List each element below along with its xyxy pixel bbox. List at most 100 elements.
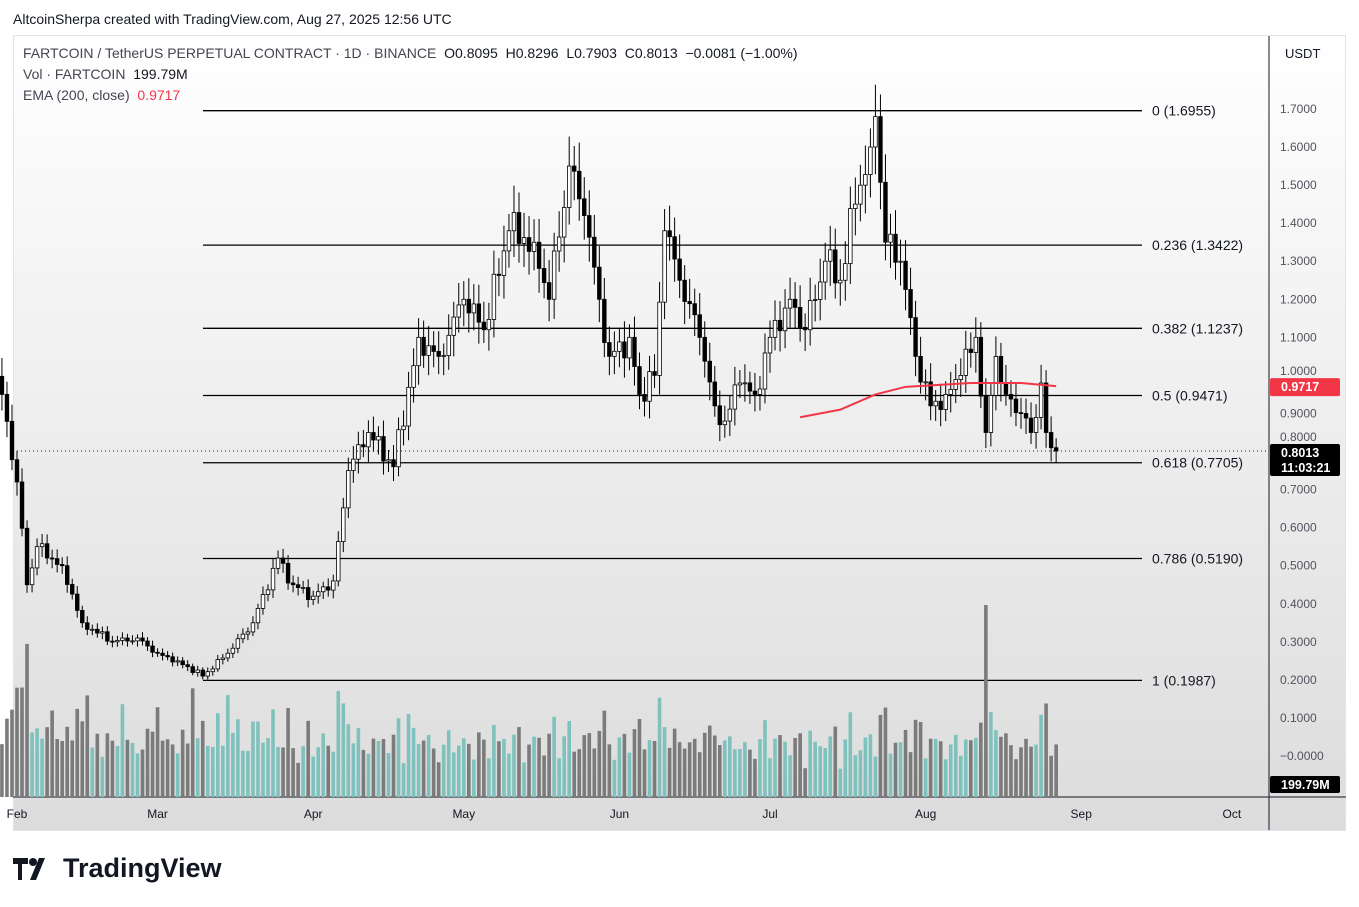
price-tick-label: 0.1000 [1280, 711, 1317, 725]
currency-selector[interactable]: USDT [1285, 46, 1321, 61]
candle-body [918, 355, 923, 383]
volume-bar [195, 738, 200, 797]
ema-line [799, 382, 1057, 419]
candle-body [893, 233, 898, 263]
candle-body [501, 250, 507, 276]
volume-bar [15, 687, 19, 797]
volume-bar [893, 742, 898, 797]
volume-bar [306, 720, 310, 797]
ohlc-low: L0.7903 [566, 45, 617, 61]
candle-body [812, 299, 818, 301]
volume-bar [984, 605, 988, 797]
volume-bar [221, 745, 225, 797]
candle-body [331, 580, 336, 591]
candle-body [988, 395, 994, 433]
candle-body [868, 146, 873, 175]
candle-body [551, 250, 557, 300]
volume-bar [165, 739, 170, 797]
time-tick-label: Apr [304, 807, 323, 821]
candle-body [823, 260, 828, 283]
volume-bar [130, 742, 135, 797]
candle-body [165, 655, 170, 658]
volume-bar [828, 736, 833, 797]
volume-bar [246, 750, 250, 797]
price-tick-label: 1.3000 [1280, 254, 1317, 268]
candle-body [707, 360, 712, 383]
volume-bar [718, 745, 722, 797]
candle-body [637, 366, 642, 395]
volume-bar [883, 707, 888, 797]
volume-bar [271, 709, 275, 797]
volume-bar [125, 739, 130, 797]
last-price-tag-text: 0.8013 [1281, 446, 1319, 460]
volume-bar [723, 740, 727, 797]
volume-bar [552, 716, 556, 797]
time-tick-label: Mar [147, 807, 168, 821]
candle-body [908, 289, 913, 319]
volume-bar [155, 707, 160, 797]
ema-label[interactable]: EMA (200, close) [23, 87, 130, 103]
candle-body [898, 260, 903, 263]
volume-label[interactable]: Vol · FARTCOIN [23, 66, 126, 82]
volume-bar [321, 733, 326, 797]
candle-body [1048, 432, 1054, 449]
candle-body [180, 660, 185, 666]
ohlc-change: −0.0081 (−1.00%) [685, 45, 798, 61]
volume-bar [185, 743, 190, 797]
volume-bar [1014, 759, 1018, 797]
price-tick-label: 1.6000 [1280, 140, 1317, 154]
volume-bar [948, 744, 953, 797]
volume-bar [296, 762, 300, 797]
candle-body [983, 395, 989, 433]
candle-body [451, 316, 456, 336]
volume-bar [753, 758, 757, 797]
candle-body [878, 116, 883, 183]
candle-body [336, 541, 341, 582]
volume-legend: Vol · FARTCOIN 199.79M [23, 66, 188, 82]
candle-body [657, 301, 662, 376]
volume-bar [818, 746, 822, 797]
candle-body [652, 371, 657, 376]
candle-body [476, 303, 482, 323]
volume-bar [577, 749, 582, 797]
candle-body [285, 562, 291, 584]
tradingview-logo[interactable]: TradingView [13, 853, 222, 884]
volume-bar [346, 724, 351, 797]
volume-bar [532, 736, 536, 797]
candle-body [431, 345, 436, 352]
last-price-tag-text: 11:03:21 [1281, 461, 1330, 475]
candle-body [1003, 382, 1009, 395]
volume-bar [788, 755, 792, 797]
volume-bar [226, 695, 230, 797]
price-tick-label: 0.3000 [1280, 635, 1317, 649]
candle-body [190, 666, 195, 673]
candle-body [622, 341, 627, 359]
volume-bar [622, 733, 627, 797]
candle-body [416, 336, 421, 367]
volume-bar [933, 738, 938, 797]
symbol-name[interactable]: FARTCOIN / TetherUS PERPETUAL CONTRACT ·… [23, 45, 437, 61]
volume-bar [492, 725, 496, 797]
volume-bar [527, 744, 531, 797]
candle-body [757, 388, 763, 395]
volume-bar [497, 741, 501, 797]
volume-bar [547, 733, 551, 797]
time-tick-label: Oct [1223, 807, 1242, 821]
candle-body [461, 298, 466, 306]
candle-body [647, 371, 652, 402]
candle-body [29, 567, 35, 586]
tradingview-wordmark: TradingView [63, 853, 222, 883]
volume-bar [25, 643, 29, 797]
volume-bar [627, 752, 632, 797]
candle-body [692, 303, 697, 316]
volume-bar [431, 748, 436, 797]
ohlc-close: C0.8013 [624, 45, 678, 61]
candle-body [275, 557, 281, 569]
volume-bar [266, 738, 270, 797]
chart-panel[interactable] [13, 35, 1346, 831]
candle-body [381, 436, 386, 462]
candle-body [54, 558, 60, 565]
candle-body [24, 527, 30, 586]
volume-bar [1039, 714, 1043, 797]
